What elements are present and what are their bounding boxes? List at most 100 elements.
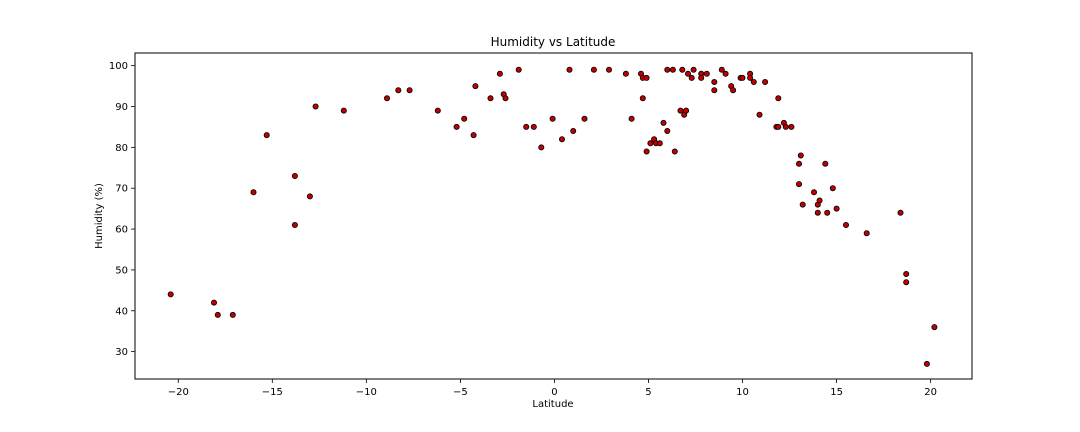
data-point-74: [775, 95, 782, 102]
x-axis-ticks: −20 −15 −10 −5 0 5 10 15 20: [168, 379, 937, 398]
data-point-97: [931, 324, 938, 331]
y-tick-label-1: 40: [115, 306, 128, 317]
data-point-63: [722, 70, 729, 77]
data-point-33: [606, 66, 613, 73]
x-axis-label: Latitude: [532, 399, 573, 410]
data-point-91: [843, 221, 850, 228]
data-point-18: [472, 83, 479, 90]
data-point-62: [718, 66, 725, 73]
data-point-96: [923, 360, 930, 367]
data-point-77: [782, 123, 789, 130]
data-point-30: [570, 127, 577, 134]
data-point-19: [487, 95, 494, 102]
x-tick-label-6: 10: [736, 387, 749, 398]
data-point-5: [263, 132, 270, 139]
data-point-69: [747, 74, 754, 81]
x-tick-label-1: −15: [262, 387, 283, 398]
data-point-40: [643, 74, 650, 81]
data-point-15: [453, 123, 460, 130]
data-point-22: [502, 95, 509, 102]
data-point-20: [496, 70, 503, 77]
data-point-31: [581, 115, 588, 122]
data-point-26: [538, 144, 545, 151]
data-point-25: [530, 123, 537, 130]
data-point-58: [698, 74, 705, 81]
data-point-83: [811, 189, 818, 196]
chart-title: Humidity vs Latitude: [491, 35, 616, 49]
data-point-92: [863, 230, 870, 237]
y-tick-label-6: 90: [115, 102, 128, 113]
data-point-0: [167, 291, 174, 298]
data-point-4: [250, 189, 257, 196]
data-point-65: [730, 87, 737, 94]
data-point-67: [739, 74, 746, 81]
data-point-3: [229, 311, 236, 318]
y-tick-label-5: 80: [115, 143, 128, 154]
data-point-39: [643, 148, 650, 155]
data-point-29: [566, 66, 573, 73]
data-point-8: [306, 193, 313, 200]
data-point-53: [683, 107, 690, 114]
data-point-28: [559, 136, 566, 143]
data-point-14: [434, 107, 441, 114]
y-tick-label-3: 60: [115, 225, 128, 236]
data-point-32: [590, 66, 597, 73]
data-point-93: [897, 209, 904, 216]
data-point-59: [703, 70, 710, 77]
x-tick-label-0: −20: [168, 387, 189, 398]
data-point-89: [829, 185, 836, 192]
data-point-72: [762, 79, 769, 86]
plot-area-frame: [134, 52, 973, 380]
x-tick-label-7: 15: [830, 387, 843, 398]
y-tick-label-4: 70: [115, 184, 128, 195]
data-point-60: [711, 79, 718, 86]
data-point-1: [210, 299, 217, 306]
data-point-6: [291, 172, 298, 179]
data-point-13: [406, 87, 413, 94]
data-point-34: [622, 70, 629, 77]
data-point-16: [461, 115, 468, 122]
data-point-23: [515, 66, 522, 73]
data-point-2: [214, 311, 221, 318]
data-point-17: [470, 132, 477, 139]
data-point-38: [639, 95, 646, 102]
data-point-87: [822, 160, 829, 167]
data-point-9: [312, 103, 319, 110]
data-point-45: [660, 119, 667, 126]
data-point-7: [291, 221, 298, 228]
data-point-24: [523, 123, 530, 130]
data-point-47: [664, 127, 671, 134]
data-point-54: [685, 70, 692, 77]
data-point-48: [669, 66, 676, 73]
data-points: [167, 66, 938, 367]
data-point-46: [664, 66, 671, 73]
data-point-10: [340, 107, 347, 114]
data-point-95: [903, 279, 910, 286]
data-point-35: [628, 115, 635, 122]
data-point-85: [814, 209, 821, 216]
data-point-11: [383, 95, 390, 102]
y-axis-ticks: 30 40 50 60 70 80 90 100: [109, 61, 135, 358]
data-point-27: [549, 115, 556, 122]
y-tick-label-7: 100: [109, 61, 128, 72]
data-point-71: [756, 111, 763, 118]
data-point-82: [799, 201, 806, 208]
data-point-44: [656, 140, 663, 147]
data-point-51: [679, 66, 686, 73]
data-point-79: [796, 160, 803, 167]
data-point-70: [750, 79, 757, 86]
x-tick-label-3: −5: [453, 387, 468, 398]
data-point-86: [816, 197, 823, 204]
x-tick-label-5: 5: [645, 387, 651, 398]
x-tick-label-8: 20: [924, 387, 937, 398]
data-point-56: [690, 66, 697, 73]
data-point-61: [711, 87, 718, 94]
data-point-81: [797, 152, 804, 159]
data-point-12: [395, 87, 402, 94]
y-axis-label: Humidity (%): [94, 183, 105, 249]
data-point-75: [775, 123, 782, 130]
data-point-78: [788, 123, 795, 130]
y-tick-label-2: 50: [115, 265, 128, 276]
